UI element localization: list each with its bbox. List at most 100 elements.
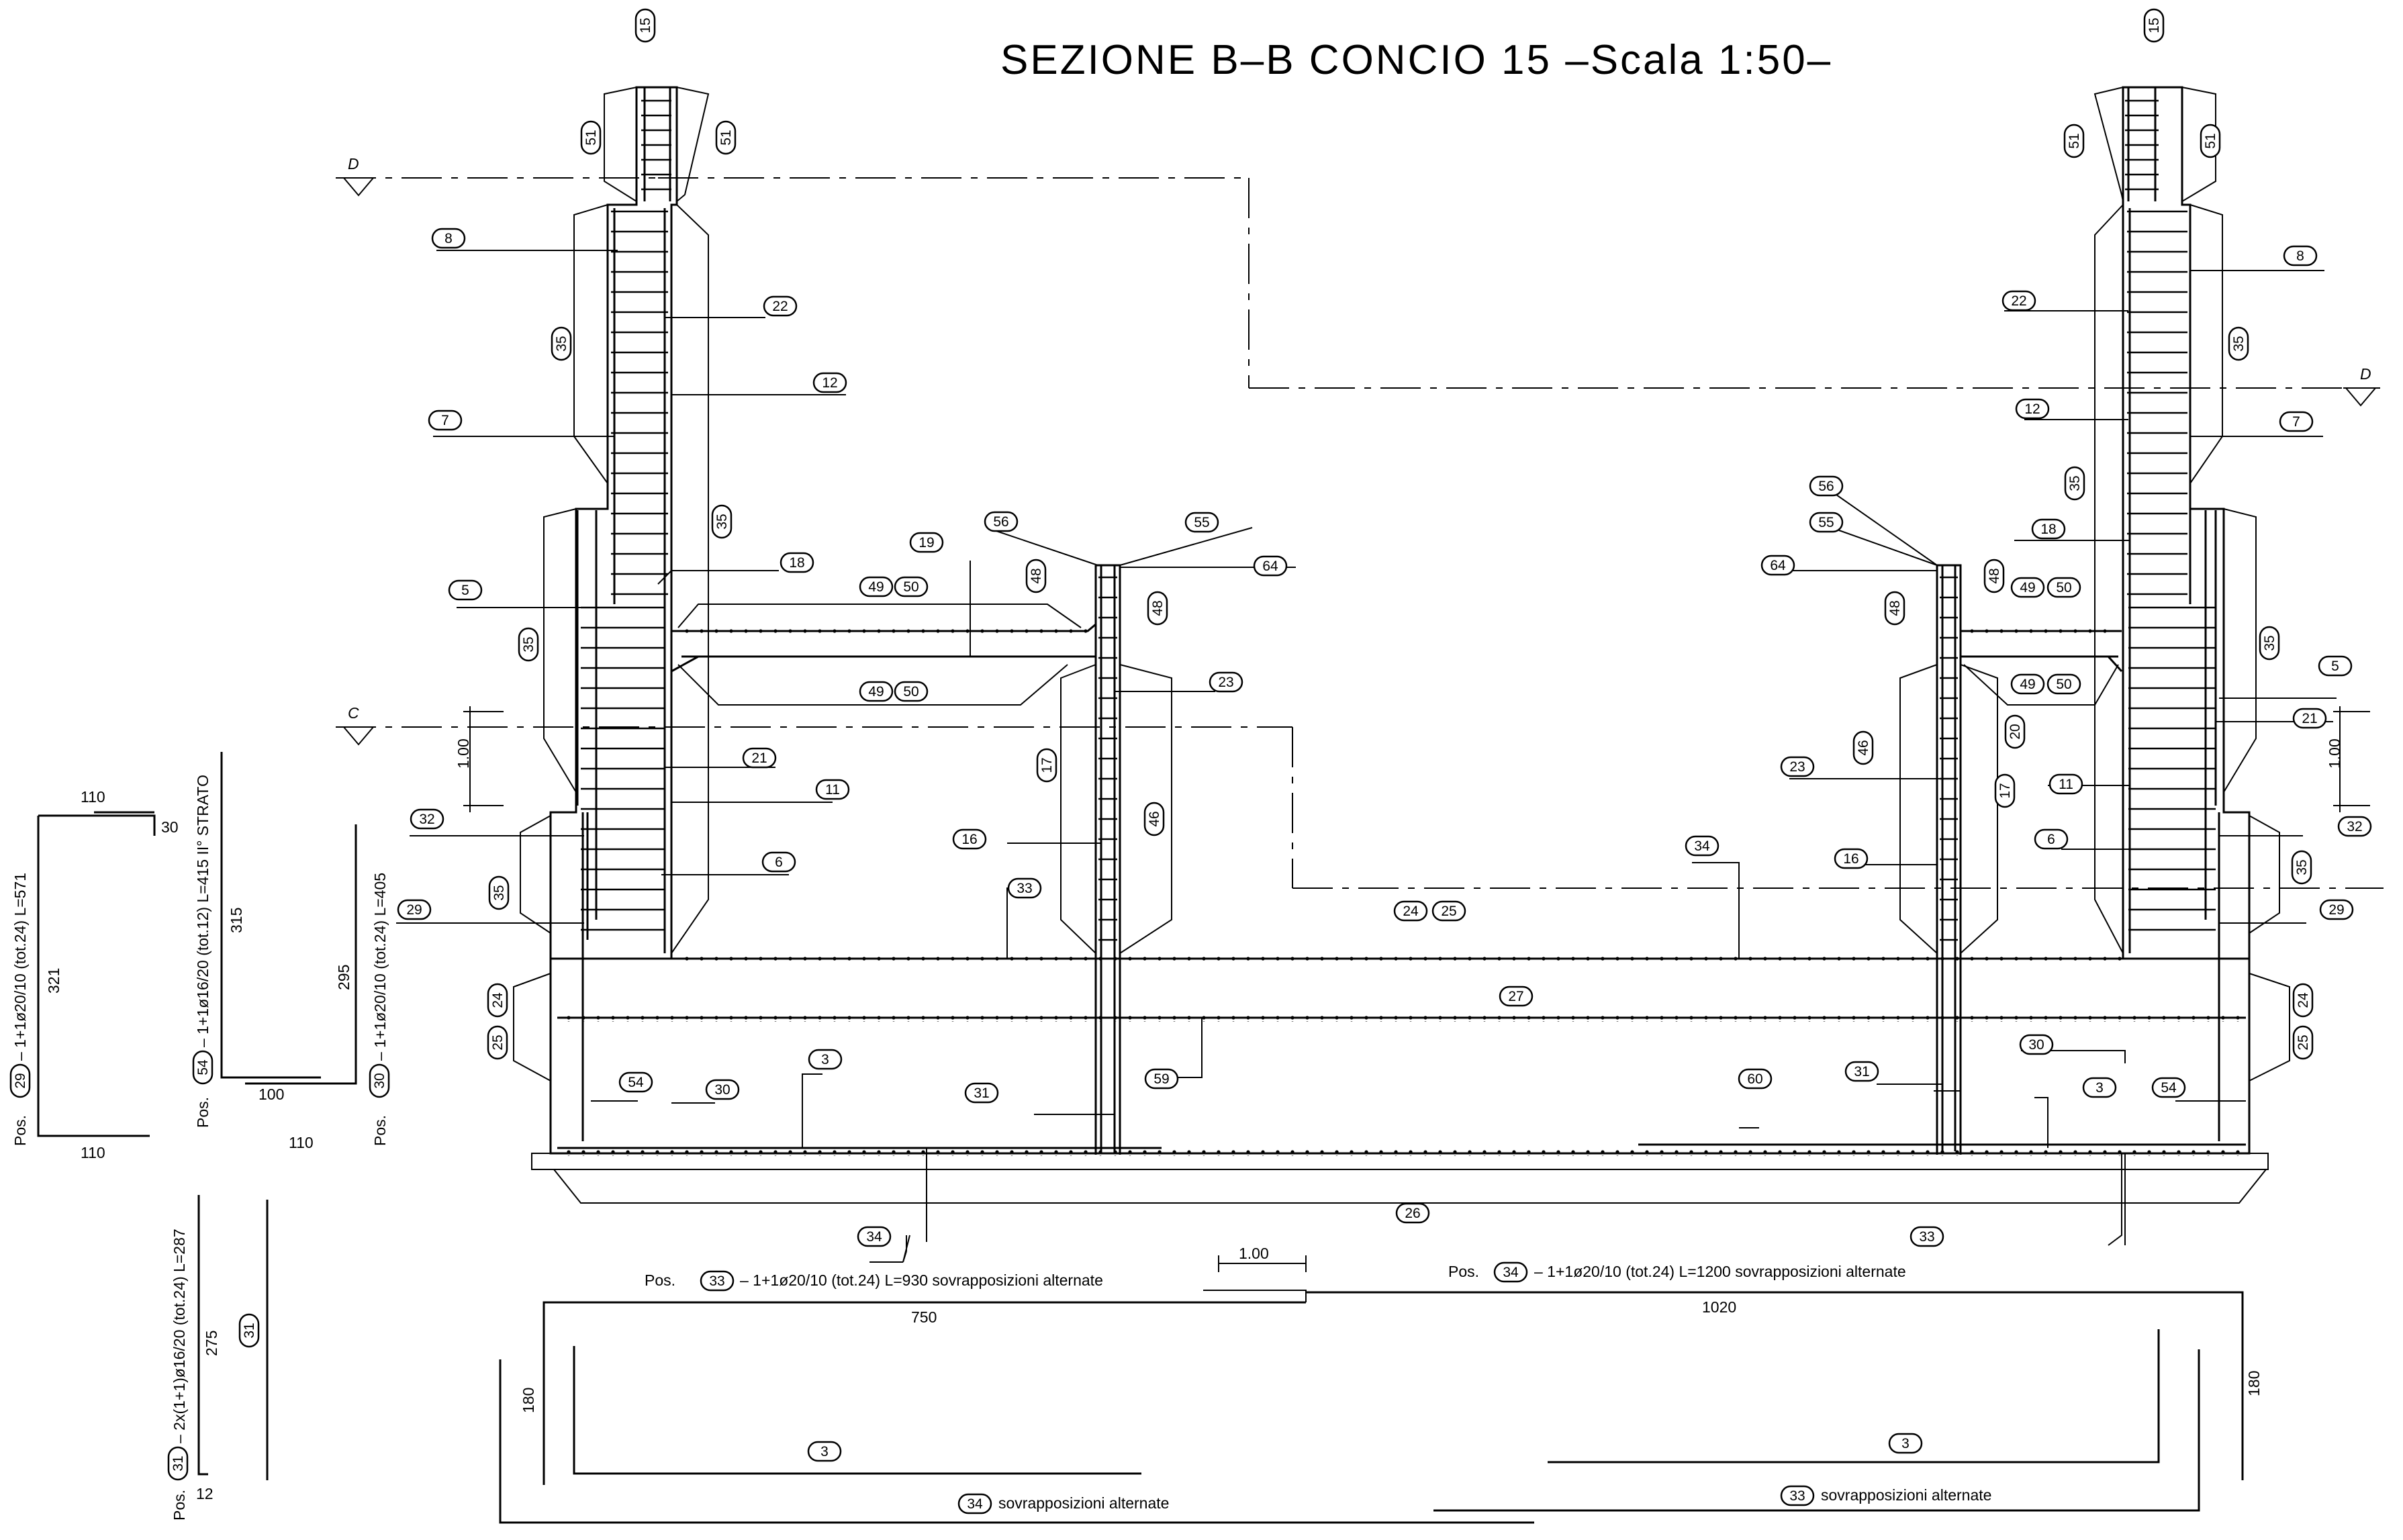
svg-text:31: 31 (171, 1455, 186, 1471)
tag-35-l3: 35 (518, 627, 539, 662)
svg-text:sovrapposizioni alternate: sovrapposizioni alternate (998, 1494, 1169, 1512)
svg-text:sovrapposizioni alternate: sovrapposizioni alternate (1821, 1486, 1991, 1504)
schedule-pos29-tag: 29 (9, 1063, 31, 1098)
tag-6-right: 6 (2034, 828, 2069, 850)
svg-text:20: 20 (2008, 724, 2023, 739)
svg-text:275: 275 (203, 1331, 220, 1356)
schedule-pos33-tag: 33 (700, 1270, 735, 1292)
svg-text:33: 33 (1789, 1488, 1805, 1504)
svg-text:51: 51 (2203, 133, 2218, 148)
tag-55-right: 55 (1809, 512, 1844, 533)
svg-text:51: 51 (2067, 133, 2082, 148)
svg-text:– 2x(1+1)ø16/20 (tot.24) L=28: – 2x(1+1)ø16/20 (tot.24) L=287 (171, 1229, 188, 1443)
tag-5-left: 5 (448, 579, 483, 601)
svg-text:100: 100 (258, 1086, 284, 1103)
tag-35-l1: 35 (551, 326, 572, 361)
tag-18-right: 18 (2031, 518, 2066, 540)
svg-text:16: 16 (961, 832, 977, 847)
svg-text:51: 51 (583, 130, 599, 145)
svg-text:8: 8 (444, 231, 453, 246)
schedule-pos29: 110 30 321 110 Pos. 29 – 1+1ø20/10 (tot.… (9, 788, 179, 1161)
svg-text:110: 110 (81, 788, 105, 806)
tag-23-left: 23 (1209, 671, 1243, 693)
rebar-lines (557, 87, 2246, 1151)
svg-text:49: 49 (2020, 580, 2035, 595)
dimension-100 (463, 706, 2370, 812)
tag-31-left: 31 (964, 1082, 999, 1104)
tag-17-left: 17 (1036, 748, 1057, 783)
svg-text:48: 48 (1887, 600, 1903, 616)
svg-text:5: 5 (2331, 659, 2339, 674)
svg-text:12: 12 (196, 1485, 214, 1502)
tag-29-right: 29 (2319, 899, 2354, 920)
svg-text:60: 60 (1747, 1071, 1762, 1087)
svg-text:27: 27 (1508, 989, 1523, 1004)
svg-text:29: 29 (2328, 902, 2344, 918)
tag-21-right: 21 (2292, 708, 2327, 729)
svg-text:– 1+1ø20/10 (tot.24) L=405: – 1+1ø20/10 (tot.24) L=405 (371, 873, 389, 1061)
schedule-pos31: 275 12 Pos. 31 31 – 2x(1+1)ø16/20 (tot.2… (167, 1195, 269, 1521)
tag-25-mid: 25 (1431, 900, 1466, 922)
section-mark-c-left: C (348, 704, 359, 722)
svg-text:31: 31 (242, 1322, 257, 1338)
svg-text:18: 18 (2040, 522, 2056, 537)
tag-59: 59 (1144, 1068, 1179, 1090)
tag-55-left: 55 (1184, 512, 1219, 533)
tag-20: 20 (2004, 714, 2026, 749)
schedule-dim-100: 1.00 (1239, 1245, 1269, 1262)
svg-text:17: 17 (1039, 757, 1055, 773)
svg-text:15: 15 (2147, 17, 2162, 33)
tag-12-right: 12 (2015, 398, 2050, 420)
tag-26: 26 (1395, 1202, 1430, 1224)
svg-text:35: 35 (554, 336, 569, 351)
svg-text:31: 31 (1854, 1064, 1869, 1079)
tag-33-bottom: 33 (1910, 1226, 1944, 1247)
leader-lines (396, 250, 2337, 1263)
svg-text:26: 26 (1405, 1206, 1420, 1221)
svg-text:48: 48 (1029, 568, 1044, 583)
tag-48-r1: 48 (1884, 591, 1905, 626)
tag-11-left: 11 (815, 779, 850, 800)
tag-27: 27 (1499, 985, 1534, 1007)
tag-48-r2: 48 (1983, 559, 2005, 593)
tag-24-left: 24 (487, 983, 508, 1018)
svg-text:34: 34 (1503, 1265, 1519, 1280)
tag-3-right: 3 (2082, 1077, 2117, 1098)
schedule-pos34: Pos. 34 – 1+1ø20/10 (tot.24) L=1200 sovr… (1306, 1261, 2263, 1512)
svg-text:55: 55 (1818, 515, 1834, 530)
svg-text:180: 180 (2245, 1371, 2263, 1396)
svg-text:49: 49 (868, 684, 884, 700)
svg-text:6: 6 (2047, 832, 2055, 847)
svg-text:321: 321 (45, 968, 62, 994)
tag-25-left: 25 (487, 1025, 508, 1060)
svg-text:35: 35 (2294, 859, 2310, 875)
tag-60: 60 (1738, 1068, 1773, 1090)
section-cut-c (336, 726, 2384, 889)
svg-text:15: 15 (638, 17, 653, 33)
svg-text:33: 33 (709, 1273, 724, 1289)
tag-51-l1: 51 (580, 120, 602, 155)
tag-7-left: 7 (428, 410, 463, 431)
tag-18-left: 18 (780, 552, 814, 573)
svg-text:25: 25 (1441, 904, 1456, 919)
tag-50-l2: 50 (894, 681, 929, 702)
svg-text:22: 22 (772, 299, 788, 314)
svg-text:54: 54 (195, 1059, 211, 1075)
svg-text:55: 55 (1194, 515, 1209, 530)
tag-35-r2: 35 (2228, 326, 2249, 361)
svg-text:35: 35 (491, 885, 507, 900)
tag-5-right: 5 (2318, 655, 2353, 677)
drawing-title: SEZIONE B–B CONCIO 15 –Scala 1:50– (1000, 37, 1832, 83)
svg-text:48: 48 (1150, 600, 1166, 616)
schedule-pos31-tag: 31 (167, 1446, 189, 1481)
svg-text:35: 35 (2262, 635, 2277, 651)
tag-23-right: 23 (1780, 756, 1815, 777)
tag-24-mid: 24 (1393, 900, 1428, 922)
svg-text:34: 34 (1694, 838, 1710, 854)
svg-text:50: 50 (2056, 677, 2071, 692)
svg-text:24: 24 (490, 992, 506, 1008)
svg-text:64: 64 (1770, 558, 1786, 573)
svg-text:17: 17 (1997, 783, 2013, 798)
svg-text:50: 50 (2056, 580, 2071, 595)
svg-text:3: 3 (821, 1052, 829, 1067)
